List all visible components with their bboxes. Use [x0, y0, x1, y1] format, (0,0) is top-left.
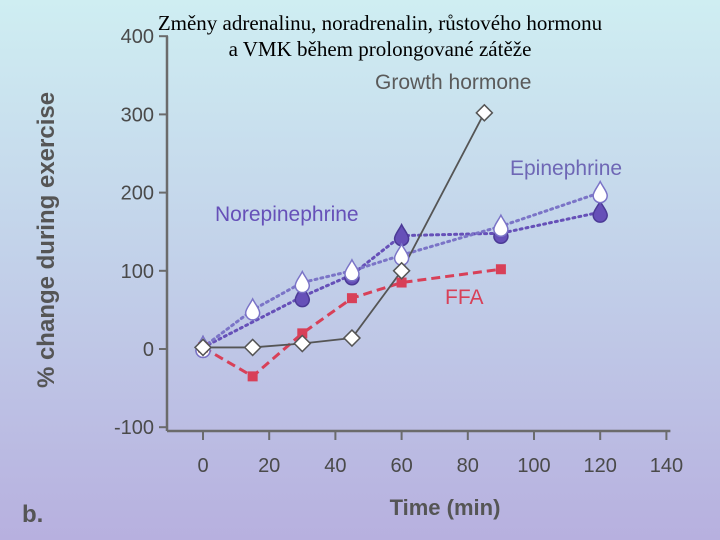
x-tick-label: 60: [390, 455, 412, 477]
norepinephrine-label: Norepinephrine: [215, 203, 359, 226]
epinephrine-marker: [244, 297, 261, 321]
ffa-marker: [495, 264, 506, 275]
ffa-marker: [247, 371, 258, 382]
y-tick-label: -100: [114, 417, 154, 439]
growth-hormone-marker: [392, 261, 411, 280]
epinephrine-marker: [344, 258, 360, 282]
y-tick-label: 400: [121, 26, 154, 48]
slide-title-line-1: Změny adrenalinu, noradrenalin, růstovéh…: [157, 11, 603, 35]
chart-series-markers: [193, 103, 608, 382]
chart-axes: -100 0 100 200 300 400 0 20 40 60 80 100 120 140: [114, 26, 683, 477]
x-tick-label: 40: [324, 455, 346, 477]
x-tick-label: 140: [650, 455, 683, 477]
slide-title-line-2: a VMK během prolongované zátěže: [228, 37, 532, 61]
epinephrine-label: Epinephrine: [510, 157, 622, 180]
epinephrine-marker: [493, 213, 509, 237]
chart-series-labels: Norepinephrine Epinephrine FFA Growth hormo…: [215, 71, 622, 309]
ffa-marker: [396, 277, 407, 288]
x-tick-label: 0: [197, 455, 208, 477]
growth-hormone-marker: [475, 103, 494, 122]
y-axis-label: % change during exercise: [33, 92, 60, 388]
y-tick-label: 300: [121, 104, 154, 126]
growth-hormone-marker: [342, 328, 362, 348]
y-tick-label: 100: [121, 261, 154, 283]
ffa-marker: [297, 328, 308, 339]
ffa-label: FFA: [445, 286, 484, 309]
epinephrine-marker: [294, 269, 311, 294]
ffa-line: [202, 267, 502, 379]
x-tick-label: 80: [457, 455, 479, 477]
norepinephrine-marker: [592, 199, 608, 223]
growth-hormone-marker: [243, 338, 262, 357]
norepinephrine-marker: [393, 222, 410, 247]
epinephrine-marker: [592, 179, 608, 204]
norepinephrine-line: [201, 210, 602, 349]
ffa-marker: [346, 293, 357, 304]
panel-label: b.: [22, 501, 43, 528]
x-tick-label: 120: [584, 455, 617, 477]
growth-hormone-marker: [193, 338, 213, 357]
growth-hormone-label: Growth hormone: [375, 71, 531, 94]
growth-hormone-marker: [293, 334, 312, 353]
y-tick-label: 200: [121, 183, 154, 205]
x-tick-label: 20: [258, 455, 280, 477]
x-axis-label: Time (min): [390, 495, 501, 520]
slide-title: Změny adrenalinu, noradrenalin, růstovéh…: [70, 10, 690, 62]
x-tick-label: 100: [517, 455, 550, 477]
norepinephrine-marker: [294, 283, 311, 308]
y-tick-label: 0: [143, 339, 154, 361]
